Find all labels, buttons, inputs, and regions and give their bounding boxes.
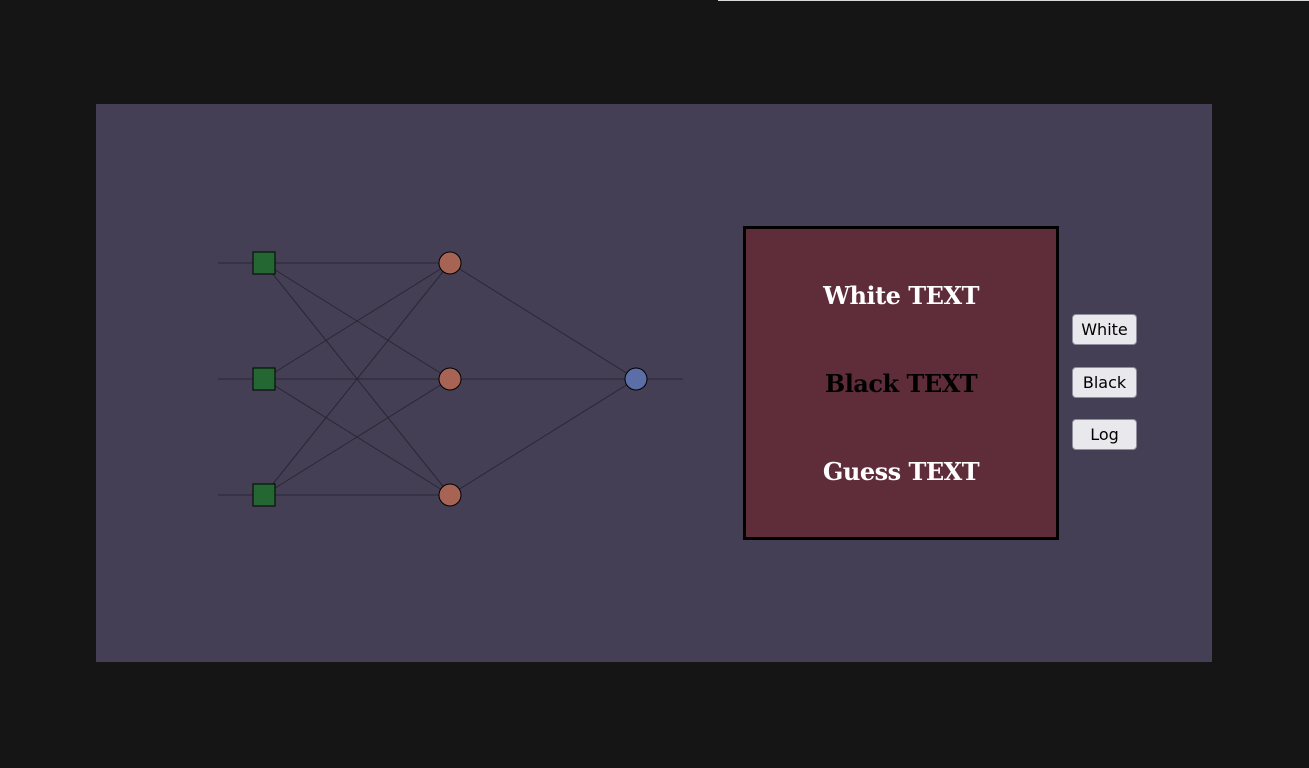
main-panel: White TEXT Black TEXT Guess TEXT White B…: [96, 104, 1212, 662]
edge-i3-h2: [263, 378, 451, 496]
input-layer: [252, 251, 276, 507]
color-preview-box: White TEXT Black TEXT Guess TEXT: [743, 226, 1059, 540]
log-button[interactable]: Log: [1072, 419, 1137, 450]
white-text-sample: White TEXT: [823, 281, 979, 310]
input-node-1: [252, 251, 276, 275]
edge-group: [218, 262, 683, 496]
white-button[interactable]: White: [1072, 314, 1137, 345]
edge-h1-o1: [449, 262, 637, 380]
hidden-node-3: [438, 483, 462, 507]
black-button[interactable]: Black: [1072, 367, 1137, 398]
guess-text-sample: Guess TEXT: [822, 457, 980, 486]
top-edge-line: [718, 0, 1309, 1]
output-layer: [624, 367, 648, 391]
hidden-node-2: [438, 367, 462, 391]
output-node-1: [624, 367, 648, 391]
edge-i3-h1: [263, 262, 451, 496]
hidden-layer: [438, 251, 462, 507]
black-text-sample: Black TEXT: [824, 369, 978, 398]
input-node-3: [252, 483, 276, 507]
input-node-2: [252, 367, 276, 391]
hidden-node-1: [438, 251, 462, 275]
edge-i2-h1: [263, 262, 451, 380]
neural-network-diagram: [218, 251, 683, 507]
edge-h3-o1: [449, 378, 637, 496]
